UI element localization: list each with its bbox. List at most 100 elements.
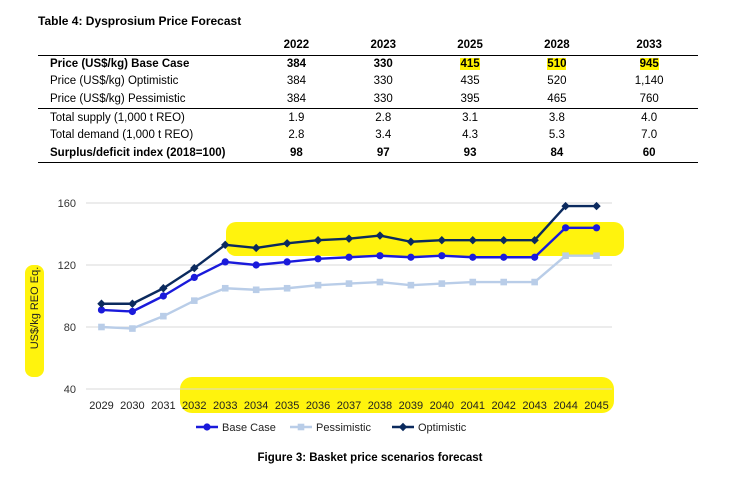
y-axis-label: US$/kg REO Eq. (29, 267, 41, 350)
cell-value: 84 (513, 144, 601, 164)
data-point-base-case (221, 258, 229, 266)
x-tick-label: 2033 (213, 400, 237, 412)
year-header: 2022 (253, 37, 340, 56)
table-header-row: 2022 2023 2025 2028 2033 (38, 37, 698, 56)
data-point-optimistic (128, 299, 137, 308)
y-tick-label: 40 (64, 384, 76, 396)
data-point-optimistic (221, 240, 230, 250)
data-point-pessimistic (283, 284, 291, 292)
cell-value: 395 (460, 93, 480, 106)
cell-value: 384 (286, 75, 306, 88)
data-point-optimistic (375, 231, 385, 240)
table-row-pessimistic: Price (US$/kg) Pessimistic 384 330 395 4… (38, 91, 698, 109)
legend-label-pessimistic: Pessimistic (316, 422, 372, 434)
cell-value: 330 (373, 57, 393, 70)
cell-value: 1.9 (253, 108, 340, 127)
data-point-base-case (314, 255, 322, 263)
data-point-optimistic (251, 243, 261, 253)
cell-value: 465 (547, 93, 567, 106)
x-tick-label: 2045 (584, 400, 608, 412)
data-point-pessimistic (407, 281, 415, 289)
data-point-optimistic (437, 236, 447, 245)
highlight-mark-years (180, 377, 614, 413)
data-point-base-case (159, 292, 167, 300)
data-point-optimistic (344, 234, 354, 243)
row-label: Surplus/deficit index (2018=100) (38, 144, 253, 164)
x-tick-label: 2032 (182, 400, 206, 412)
cell-value: 330 (373, 75, 393, 88)
year-header: 2028 (513, 37, 601, 56)
table-row-supply: Total supply (1,000 t REO) 1.9 2.8 3.1 3… (38, 108, 698, 127)
data-point-base-case (531, 253, 539, 261)
data-point-pessimistic (345, 280, 353, 287)
data-point-pessimistic (376, 278, 384, 286)
data-point-optimistic (468, 236, 477, 245)
data-point-optimistic (499, 236, 508, 245)
data-point-pessimistic (190, 297, 198, 304)
x-tick-label: 2040 (430, 400, 454, 412)
data-point-base-case (561, 224, 570, 232)
data-point-base-case (469, 253, 477, 261)
x-tick-label: 2030 (120, 400, 144, 412)
table-row-surplus-index: Surplus/deficit index (2018=100) 98 97 9… (38, 144, 698, 164)
cell-value-highlighted: 945 (639, 57, 659, 70)
cell-value: 384 (286, 93, 306, 106)
data-point-base-case (407, 253, 415, 261)
y-tick-label: 160 (58, 198, 76, 210)
row-label: Price (US$/kg) Pessimistic (50, 93, 186, 106)
data-point-pessimistic (98, 323, 105, 331)
price-scenarios-chart: 40 80 120 160 2029 2030 2031 2032 2033 2034 2035 20… (0, 180, 740, 480)
cell-value: 98 (253, 144, 340, 164)
year-header: 2033 (600, 37, 698, 56)
year-header: 2023 (339, 37, 427, 56)
table-header-blank (38, 37, 253, 56)
data-point-base-case (190, 273, 198, 281)
data-point-pessimistic (531, 278, 538, 286)
data-point-optimistic (159, 284, 168, 293)
cell-value: 384 (286, 57, 306, 70)
cell-value-highlighted: 415 (460, 57, 480, 70)
data-point-base-case (97, 306, 106, 314)
cell-value: 2.8 (288, 129, 305, 142)
data-point-optimistic (190, 263, 199, 273)
cell-value: 520 (547, 75, 567, 88)
highlight-mark-lines (226, 222, 624, 256)
table-row-demand: Total demand (1,000 t REO) 2.8 3.4 4.3 5… (38, 127, 698, 145)
row-label: Price (US$/kg) Base Case (50, 57, 190, 70)
cell-value: 60 (600, 144, 698, 164)
cell-value: 97 (339, 144, 427, 164)
cell-value: 5.3 (548, 129, 565, 142)
x-tick-label: 2041 (461, 400, 485, 412)
data-point-optimistic (97, 299, 106, 308)
x-tick-label: 2043 (522, 400, 546, 412)
row-label: Price (US$/kg) Optimistic (50, 75, 179, 88)
cell-value: 330 (373, 93, 393, 106)
data-point-base-case (438, 252, 446, 260)
cell-value: 93 (426, 144, 514, 164)
price-forecast-table: 2022 2023 2025 2028 2033 Price (US$/kg) … (38, 37, 698, 164)
cell-value: 2.8 (339, 108, 427, 127)
cell-value: 1,140 (634, 75, 664, 88)
x-tick-label: 2031 (151, 400, 175, 412)
data-point-pessimistic (160, 312, 167, 320)
x-tick-label: 2037 (337, 400, 361, 412)
x-tick-label: 2042 (491, 400, 515, 412)
data-point-pessimistic (500, 278, 508, 286)
table-row-base-case: Price (US$/kg) Base Case 384 330 415 510… (38, 55, 698, 73)
cell-value: 3.4 (375, 129, 392, 142)
figure-caption: Figure 3: Basket price scenarios forecas… (257, 452, 483, 464)
table-row-optimistic: Price (US$/kg) Optimistic 384 330 435 52… (38, 73, 698, 91)
cell-value: 4.0 (600, 108, 698, 127)
x-tick-label: 2035 (275, 400, 299, 412)
data-point-base-case (283, 258, 291, 266)
x-tick-label: 2039 (399, 400, 423, 412)
line-chart-svg: 40 80 120 160 2029 2030 2031 2032 2033 2034 2035 20… (25, 198, 624, 434)
cell-value: 3.8 (513, 108, 601, 127)
x-tick-label: 2036 (306, 400, 330, 412)
data-point-base-case (128, 307, 137, 316)
data-point-pessimistic (129, 325, 136, 332)
cell-value: 4.3 (462, 129, 479, 142)
data-point-base-case (500, 253, 508, 261)
x-tick-label: 2029 (89, 400, 113, 412)
data-point-optimistic (282, 239, 292, 248)
